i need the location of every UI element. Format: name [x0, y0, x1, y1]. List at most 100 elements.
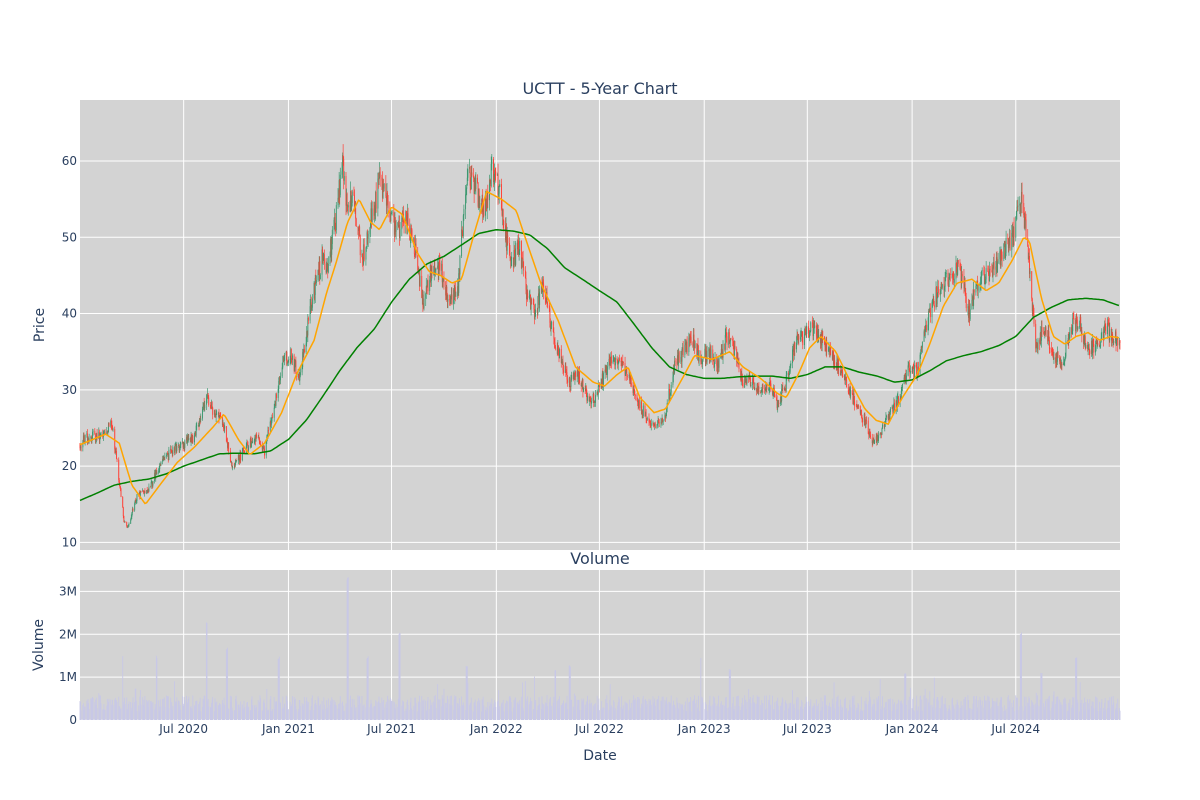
volume-title: Volume	[570, 549, 630, 568]
candle-body	[1092, 340, 1094, 345]
volume-bar	[577, 705, 579, 720]
volume-bar	[80, 701, 82, 720]
candle-body	[913, 365, 915, 379]
volume-bar	[405, 708, 407, 720]
chart-title: UCTT - 5-Year Chart	[522, 79, 677, 98]
candle-body	[674, 360, 676, 373]
candle-body	[119, 486, 121, 489]
volume-bar	[283, 708, 285, 720]
candle-body	[401, 218, 403, 220]
volume-bar	[265, 707, 267, 720]
volume-bar	[600, 708, 602, 720]
candle-body	[119, 484, 121, 487]
volume-bar	[441, 706, 443, 720]
candle-body	[235, 459, 237, 461]
volume-bar	[634, 699, 636, 720]
volume-bar	[438, 699, 440, 720]
candle-body	[964, 283, 966, 289]
volume-bar	[365, 707, 367, 720]
volume-bar	[566, 695, 568, 720]
volume-bar	[999, 699, 1001, 720]
candle-body	[231, 462, 232, 464]
candle-body	[237, 454, 239, 461]
candle-body	[501, 208, 503, 216]
volume-bar	[678, 702, 680, 720]
volume-bar	[661, 696, 663, 720]
candle-body	[143, 491, 145, 494]
candle-body	[991, 270, 993, 273]
candle-body	[637, 400, 639, 403]
candle-body	[645, 412, 647, 419]
volume-bar	[669, 702, 670, 720]
volume-bar	[562, 703, 564, 720]
volume-bar	[923, 695, 925, 720]
candle-body	[995, 266, 997, 270]
volume-bar	[466, 666, 468, 720]
volume-bar	[632, 700, 634, 720]
volume-bar	[931, 704, 933, 720]
candle-body	[235, 459, 236, 465]
volume-bar	[887, 699, 889, 720]
candle-body	[996, 257, 998, 273]
candle-body	[620, 360, 622, 363]
volume-bar	[261, 710, 263, 720]
candle-body	[658, 422, 660, 424]
candle-body	[1011, 232, 1013, 250]
volume-bar	[269, 699, 271, 720]
volume-bar	[801, 702, 803, 720]
volume-bar	[645, 706, 647, 720]
volume-bar	[899, 701, 901, 720]
candle-body	[879, 433, 881, 436]
volume-bar	[573, 693, 575, 720]
candle-body	[661, 422, 662, 424]
volume-bar	[781, 702, 783, 720]
candle-body	[640, 401, 642, 409]
volume-bar	[539, 703, 541, 720]
volume-bar	[744, 707, 746, 720]
volume-bar	[473, 711, 475, 720]
candle-body	[605, 367, 607, 373]
volume-bar	[205, 622, 207, 720]
volume-bar	[490, 710, 492, 720]
candle-body	[347, 205, 349, 208]
volume-bar	[407, 705, 409, 720]
candle-body	[327, 263, 329, 273]
candle-body	[849, 387, 851, 397]
candle-body	[1043, 332, 1045, 334]
volume-bar	[231, 696, 232, 720]
volume-bar	[1055, 696, 1057, 720]
candle-body	[866, 419, 867, 421]
candle-body	[941, 284, 943, 288]
candle-body	[785, 375, 787, 391]
candle-body	[552, 321, 554, 332]
candle-body	[290, 348, 292, 359]
volume-bar	[378, 696, 380, 720]
candle-body	[553, 338, 555, 343]
volume-bar	[728, 707, 730, 720]
volume-bar	[773, 708, 775, 720]
volume-bar	[1032, 702, 1034, 720]
candle-body	[676, 361, 678, 364]
volume-bar	[115, 699, 117, 720]
candle-body	[445, 286, 447, 296]
candle-body	[107, 432, 109, 434]
volume-bar	[442, 698, 444, 720]
volume-bar	[911, 708, 913, 720]
volume-bar	[835, 701, 837, 720]
volume-bar	[246, 702, 248, 720]
volume-bar	[371, 703, 373, 720]
volume-bar	[98, 693, 100, 720]
volume-bar	[431, 702, 433, 720]
candle-body	[1091, 340, 1093, 353]
volume-bar	[917, 706, 919, 720]
candle-body	[246, 443, 248, 445]
volume-bar	[1009, 699, 1011, 720]
volume-bar	[718, 706, 720, 720]
candle-body	[872, 441, 874, 444]
volume-bar	[1056, 696, 1058, 720]
candle-body	[977, 285, 979, 291]
volume-bar	[609, 684, 611, 720]
volume-bar	[298, 708, 300, 720]
volume-bar	[419, 702, 421, 720]
candle-body	[971, 300, 973, 310]
